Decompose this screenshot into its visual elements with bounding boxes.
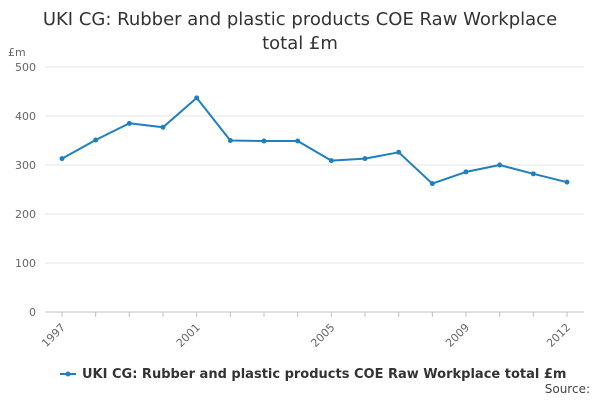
data-point-2011[interactable] bbox=[530, 171, 536, 177]
y-axis-unit-label: £m bbox=[8, 46, 26, 59]
data-point-2008[interactable] bbox=[429, 181, 435, 187]
x-tick-label-1997: 1997 bbox=[39, 321, 68, 350]
data-point-2002[interactable] bbox=[227, 138, 233, 143]
y-tick-label-200: 200 bbox=[15, 208, 36, 221]
data-point-1999[interactable] bbox=[126, 120, 132, 126]
x-tick-label-2009: 2009 bbox=[443, 321, 472, 350]
chart-title: UKI CG: Rubber and plastic products COE … bbox=[42, 9, 558, 54]
source-label: Source: bbox=[545, 382, 590, 396]
series-line-0 bbox=[61, 96, 568, 185]
y-tick-label-500: 500 bbox=[15, 61, 36, 74]
x-tick-label-2012: 2012 bbox=[544, 321, 573, 350]
legend[interactable]: UKI CG: Rubber and plastic products COE … bbox=[60, 367, 566, 382]
data-point-2009[interactable] bbox=[463, 169, 469, 175]
data-point-2007[interactable] bbox=[396, 149, 402, 155]
y-tick-label-300: 300 bbox=[15, 159, 36, 172]
data-point-2004[interactable] bbox=[295, 138, 301, 144]
gridlines bbox=[45, 66, 584, 313]
x-tick-label-2005: 2005 bbox=[308, 321, 337, 350]
y-tick-label-400: 400 bbox=[15, 110, 36, 123]
y-tick-label-100: 100 bbox=[15, 257, 36, 270]
data-point-2010[interactable] bbox=[497, 162, 503, 168]
data-point-2001[interactable] bbox=[194, 95, 200, 101]
x-axis: 1997 2001 2005 2009 2012 bbox=[39, 312, 573, 350]
y-axis: 0 100 200 300 400 500 bbox=[15, 61, 36, 319]
legend-label: UKI CG: Rubber and plastic products COE … bbox=[82, 367, 566, 382]
data-point-2003[interactable] bbox=[261, 138, 267, 144]
series-layer bbox=[59, 95, 570, 187]
data-point-1997[interactable] bbox=[59, 156, 65, 162]
y-tick-label-0: 0 bbox=[29, 306, 36, 319]
x-tick-label-2001: 2001 bbox=[174, 321, 203, 350]
data-point-2000[interactable] bbox=[160, 124, 166, 130]
data-point-2005[interactable] bbox=[328, 158, 334, 164]
data-point-2006[interactable] bbox=[362, 156, 368, 162]
legend-marker-icon bbox=[65, 371, 71, 377]
data-point-1998[interactable] bbox=[93, 137, 99, 143]
data-point-2012[interactable] bbox=[564, 179, 570, 185]
